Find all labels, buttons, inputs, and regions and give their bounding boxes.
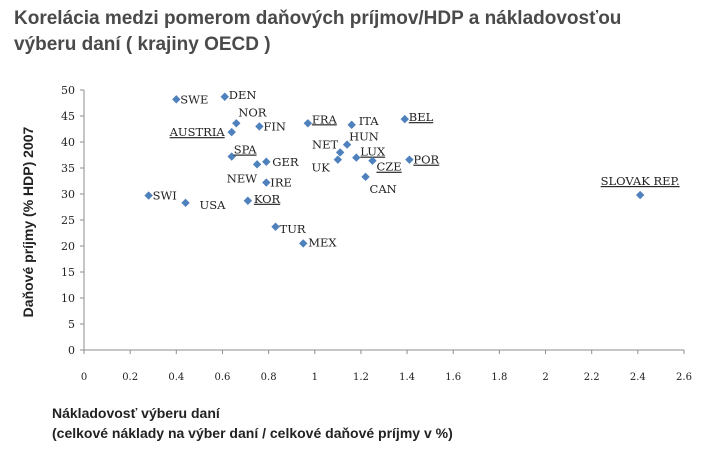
x-tick-label: 1	[312, 372, 318, 383]
point-label-fin: FIN	[263, 119, 286, 133]
point-label-austria: AUSTRIA	[169, 125, 226, 139]
point-label-por: POR	[413, 153, 439, 167]
data-point-lux	[352, 153, 361, 162]
data-point-tur	[271, 222, 280, 231]
y-tick-label: 30	[61, 188, 75, 201]
x-axis-label-line2: (celkové náklady na výber daní / celkové…	[52, 425, 453, 441]
y-tick-label: 20	[61, 240, 75, 253]
x-tick-label: 0.4	[168, 372, 184, 383]
y-tick-label: 0	[68, 344, 75, 357]
x-tick-label: 1.4	[399, 372, 415, 383]
y-tick-label: 5	[68, 318, 75, 331]
y-tick-label: 40	[61, 136, 75, 149]
point-label-ger: GER	[272, 155, 299, 169]
point-label-swe: SWE	[180, 92, 208, 106]
data-point-cze	[368, 156, 377, 165]
chart-title-line1: Korelácia medzi pomerom daňových príjmov…	[14, 8, 622, 29]
data-point-spa	[227, 152, 236, 161]
point-label-new: NEW	[227, 171, 257, 185]
data-point-uk	[333, 155, 343, 164]
data-point-hun	[342, 140, 352, 149]
data-point-net	[335, 148, 345, 157]
x-tick-label: 1.8	[491, 372, 507, 383]
x-tick-label: 2.4	[630, 372, 646, 383]
data-point-can	[361, 172, 370, 182]
x-tick-label: 0.8	[261, 372, 277, 383]
x-tick-label: 2.6	[676, 372, 692, 383]
y-tick-label: 50	[61, 84, 75, 97]
data-point-den	[220, 92, 229, 101]
y-tick-label: 35	[61, 162, 75, 175]
point-label-cze: CZE	[376, 160, 401, 174]
chart-title-line2: výberu daní ( krajiny OECD )	[14, 34, 271, 55]
y-tick-label: 15	[61, 266, 75, 279]
data-point-new	[252, 160, 262, 169]
point-label-nor: NOR	[238, 105, 266, 119]
point-label-tur: TUR	[280, 222, 306, 236]
point-label-ire: IRE	[270, 176, 292, 190]
data-point-nor	[232, 119, 241, 128]
x-tick-label: 2	[542, 372, 548, 383]
point-label-uk: UK	[312, 161, 331, 175]
point-label-slovak-rep: SLOVAK REP.	[601, 174, 680, 188]
x-tick-label: 1.6	[445, 372, 461, 383]
x-axis-label-line1: Nákladovosť výberu daní	[52, 405, 220, 421]
point-label-swi: SWI	[153, 189, 177, 203]
data-point-fra	[303, 119, 313, 128]
y-tick-label: 25	[61, 214, 75, 227]
point-label-den: DEN	[229, 88, 257, 102]
data-point-fin	[255, 122, 264, 131]
data-point-slovak-rep	[635, 190, 645, 200]
point-label-bel: BEL	[409, 110, 434, 124]
point-label-spa: SPA	[234, 143, 258, 157]
y-tick-label: 45	[61, 110, 75, 123]
point-label-hun: HUN	[349, 130, 379, 144]
data-point-swi	[144, 191, 153, 200]
data-point-ita	[347, 120, 356, 130]
data-point-por	[405, 155, 414, 164]
chart-title: Korelácia medzi pomerom daňových príjmov…	[14, 6, 714, 58]
point-label-can: CAN	[370, 182, 397, 196]
point-label-kor: KOR	[254, 192, 281, 206]
y-tick-label: 10	[61, 292, 75, 305]
point-label-usa: USA	[200, 198, 227, 212]
point-label-net: NET	[312, 137, 338, 151]
x-axis-label: Nákladovosť výberu daní (celkové náklady…	[52, 403, 453, 443]
x-tick-label: 2.2	[584, 372, 600, 383]
x-tick-label: 1.2	[353, 372, 369, 383]
point-label-fra: FRA	[312, 112, 338, 126]
x-tick-label: 0	[81, 372, 87, 383]
data-point-mex	[299, 239, 308, 248]
data-point-kor	[243, 196, 253, 205]
data-point-usa	[181, 198, 190, 208]
data-point-ire	[262, 178, 271, 187]
x-tick-label: 0.2	[122, 372, 138, 383]
x-tick-label: 0.6	[215, 372, 231, 383]
data-point-bel	[400, 114, 409, 124]
data-point-austria	[227, 127, 236, 137]
data-point-ger	[262, 157, 271, 166]
point-label-lux: LUX	[360, 145, 386, 159]
data-point-swe	[172, 95, 181, 104]
point-label-ita: ITA	[359, 114, 380, 128]
point-label-mex: MEX	[308, 235, 337, 249]
